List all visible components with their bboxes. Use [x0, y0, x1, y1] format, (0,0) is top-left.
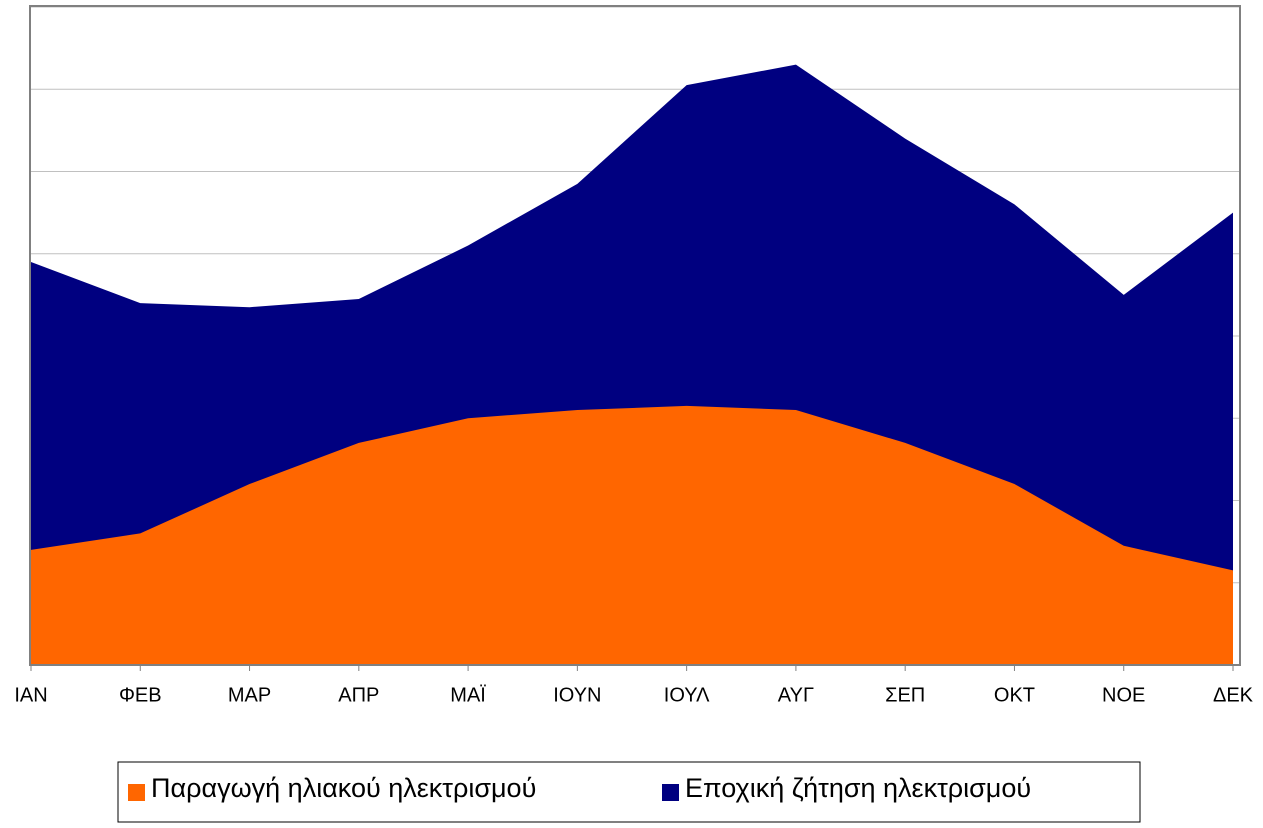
area [31, 405, 1233, 665]
x-tick-label: ΦΕΒ [119, 684, 162, 706]
legend-swatch [662, 784, 679, 801]
legend-label: Παραγωγή ηλιακού ηλεκτρισμού [151, 773, 536, 803]
legend-box [117, 761, 1141, 823]
x-tick-label: ΙΟΥΛ [664, 684, 710, 706]
x-tick-label: ΝΟΕ [1102, 684, 1145, 706]
x-tick-label: ΑΠΡ [338, 684, 379, 706]
x-tick-label: ΑΥΓ [778, 684, 814, 706]
plot-frame [29, 5, 1241, 666]
x-tick-label: ΔΕΚ [1213, 684, 1254, 706]
legend-swatch [128, 784, 145, 801]
x-tick-label: ΙΟΥΝ [553, 684, 601, 706]
x-tick-label: ΣΕΠ [885, 684, 925, 706]
x-tick-label: ΙΑΝ [14, 684, 47, 706]
x-tick-label: ΜΑΪ [450, 684, 486, 706]
x-tick-label: ΜΑΡ [228, 684, 271, 706]
x-tick-label: ΟΚΤ [994, 684, 1035, 706]
legend-label: Εποχική ζήτηση ηλεκτρισμού [685, 773, 1031, 803]
